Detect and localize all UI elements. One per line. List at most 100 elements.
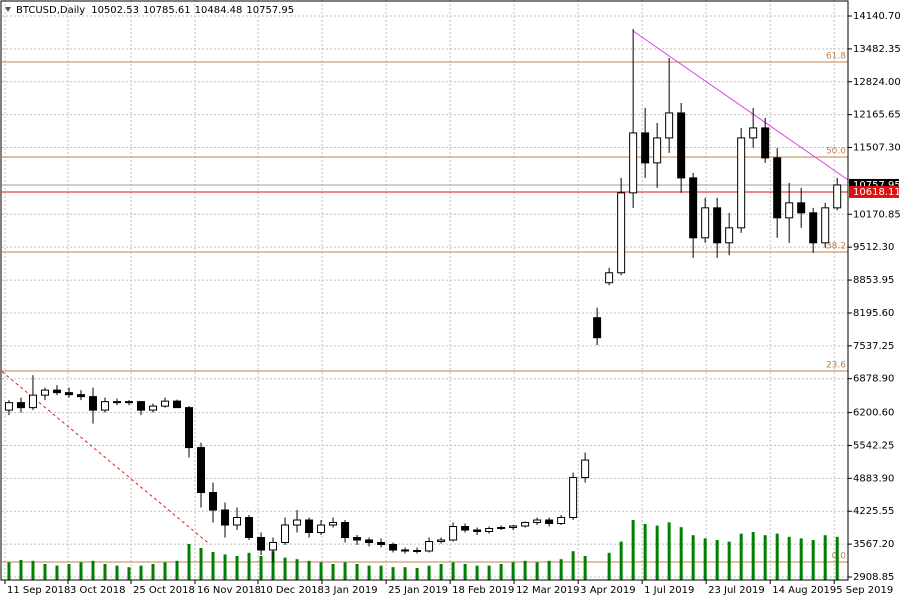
candle-body <box>88 396 97 411</box>
volume-bar <box>631 520 635 580</box>
x-tick-label: 14 Aug 2019 <box>772 585 836 596</box>
volume-bar <box>139 565 143 580</box>
candle-body <box>473 529 482 533</box>
candle-body <box>665 112 674 139</box>
candle-body <box>545 519 554 525</box>
volume-bar <box>715 540 719 580</box>
candle-body <box>629 132 638 194</box>
x-tick-label: 16 Nov 2018 <box>197 585 261 596</box>
y-tick-label: 8195.60 <box>853 308 894 319</box>
volume-bar <box>415 568 419 580</box>
current-price-label: 10757.95 <box>853 180 900 191</box>
volume-bar <box>331 564 335 580</box>
candle-body <box>281 524 290 543</box>
candle-body <box>521 522 530 527</box>
candle-body <box>257 536 266 551</box>
volume-bar <box>115 565 119 580</box>
y-tick-label: 12824.00 <box>853 77 900 88</box>
volume-bar <box>307 560 311 580</box>
volume-bar <box>355 564 359 580</box>
volume-bar <box>799 538 803 580</box>
volume-bar <box>19 560 23 580</box>
volume-bar <box>91 560 95 580</box>
x-tick-label: 12 Mar 2019 <box>516 585 579 596</box>
candle-body <box>389 543 398 551</box>
candle-body <box>425 540 434 552</box>
symbol-icon <box>5 7 11 12</box>
y-tick-label: 11507.30 <box>853 143 900 154</box>
volume-bar <box>619 541 623 580</box>
candle-body <box>100 401 109 411</box>
volume-bar <box>463 564 467 580</box>
volume-bar <box>235 556 239 580</box>
candle-body <box>401 549 410 552</box>
candle-body <box>785 202 794 219</box>
y-tick-label: 12165.65 <box>853 110 900 121</box>
candle-body <box>269 541 278 551</box>
candle-body <box>40 389 49 396</box>
x-tick-label: 3 Oct 2018 <box>70 585 125 596</box>
candle-body <box>641 132 650 164</box>
fib-label: 0.0 <box>832 552 847 562</box>
candle-body <box>28 394 37 409</box>
y-tick-label: 9512.30 <box>853 242 894 253</box>
y-tick-label: 14140.70 <box>853 11 900 22</box>
volume-bar <box>199 548 203 580</box>
volume-bar <box>547 560 551 580</box>
volume-bar <box>427 565 431 580</box>
bid-price-box <box>849 185 899 198</box>
candle-body <box>233 517 242 526</box>
candle-body <box>209 492 218 511</box>
volume-bar <box>475 565 479 580</box>
volume-bar <box>739 533 743 580</box>
volume-bar <box>751 532 755 580</box>
volume-bar <box>439 564 443 580</box>
candle-body <box>461 526 470 531</box>
candle-body <box>689 177 698 239</box>
header-value: 10502.53 <box>91 5 139 16</box>
volume-bar <box>607 552 611 580</box>
volume-bar <box>187 544 191 580</box>
candle-body <box>173 400 182 409</box>
volume-bar <box>211 552 215 580</box>
volume-bar <box>727 541 731 580</box>
fib-label: 50.0 <box>826 146 846 156</box>
volume-bar <box>703 538 707 580</box>
volume-bar <box>499 564 503 580</box>
volume-bar <box>583 556 587 580</box>
fib-label: 38.2 <box>826 241 846 251</box>
y-tick-label: 5542.25 <box>853 440 894 451</box>
volume-bar <box>79 562 83 580</box>
candle-body <box>245 517 254 538</box>
y-tick-label: 7537.25 <box>853 341 894 352</box>
candle-body <box>341 522 350 538</box>
volume-bar <box>835 536 839 580</box>
candle-body <box>112 401 121 404</box>
volume-bar <box>823 535 827 580</box>
y-tick-label: 4883.90 <box>853 473 894 484</box>
volume-bar <box>127 567 131 580</box>
candle-body <box>221 509 230 526</box>
fib-label: 23.6 <box>826 361 846 371</box>
y-tick-label: 6200.60 <box>853 408 894 419</box>
volume-bar <box>31 560 35 580</box>
candle-body <box>293 519 302 526</box>
header-value: 10785.61 <box>143 5 191 16</box>
trendline <box>632 30 849 181</box>
candle-body <box>569 477 578 519</box>
y-tick-label: 6878.90 <box>853 374 894 385</box>
y-tick-label: 13482.35 <box>853 44 900 55</box>
candle-body <box>353 536 362 541</box>
header-value: 10484.48 <box>195 5 243 16</box>
volume-bar <box>379 565 383 580</box>
candle-body <box>677 112 686 179</box>
volume-bar <box>319 562 323 580</box>
volume-bar <box>103 564 107 580</box>
x-tick-label: 5 Sep 2019 <box>836 585 893 596</box>
volume-bar <box>343 562 347 580</box>
x-tick-label: 3 Apr 2019 <box>580 585 635 596</box>
volume-bar <box>787 536 791 580</box>
candle-body <box>449 526 458 541</box>
chart-title: BTCUSD,Daily <box>16 5 85 16</box>
